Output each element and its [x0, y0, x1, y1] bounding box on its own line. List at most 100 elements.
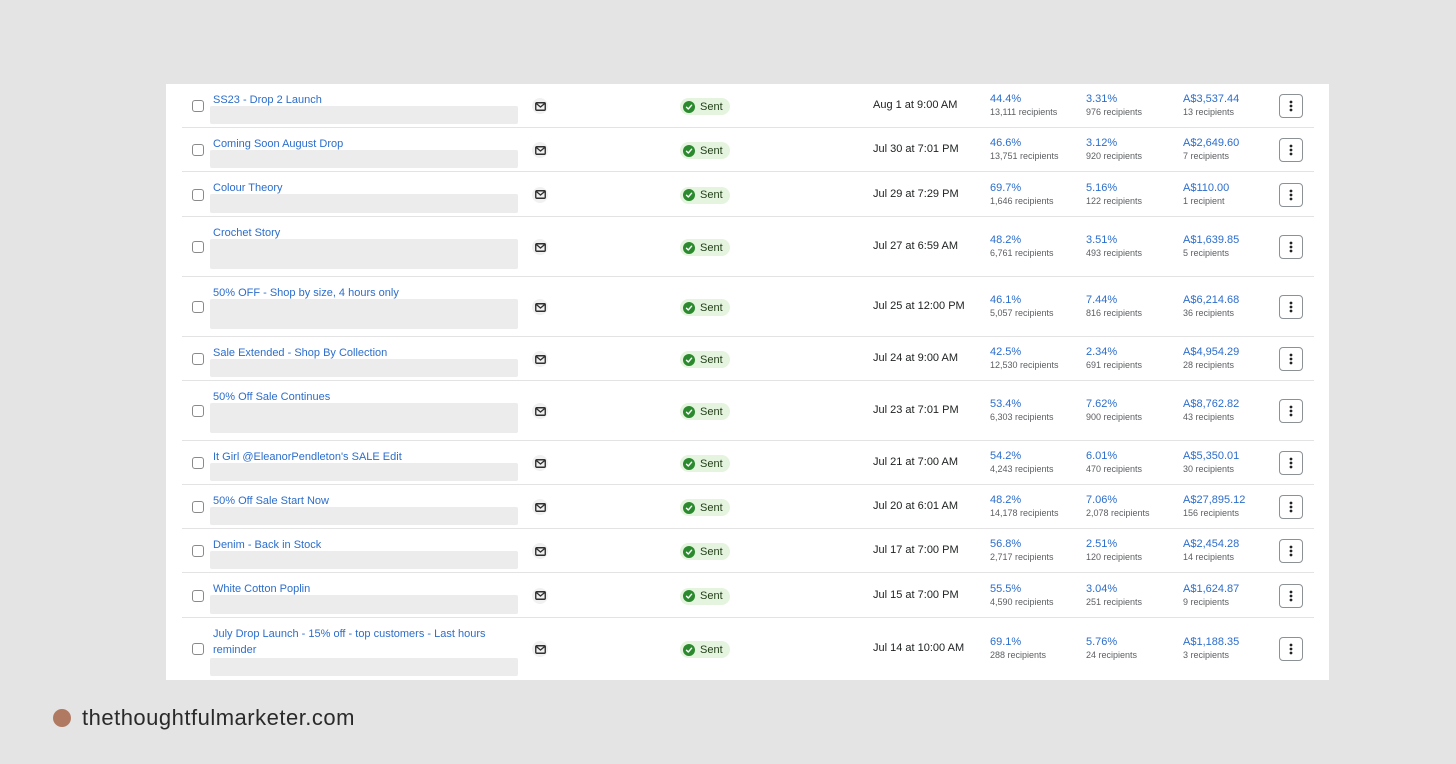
more-actions-button[interactable] [1279, 295, 1303, 319]
row-checkbox[interactable] [192, 188, 204, 201]
more-actions-button[interactable] [1279, 94, 1303, 118]
open-rate-cell: 48.2% 14,178 recipients [990, 493, 1059, 519]
open-rate-cell: 46.1% 5,057 recipients [990, 293, 1054, 319]
more-vertical-icon [1289, 405, 1293, 417]
revenue-value[interactable]: A$4,954.29 [1183, 346, 1240, 358]
revenue-value[interactable]: A$1,639.85 [1183, 234, 1240, 246]
brand-dot [53, 709, 71, 727]
more-actions-button[interactable] [1279, 347, 1303, 371]
email-icon [532, 499, 548, 515]
click-rate-value[interactable]: 3.12% [1086, 137, 1118, 149]
more-vertical-icon [1289, 501, 1293, 513]
row-checkbox[interactable] [192, 353, 204, 365]
campaign-name-link[interactable]: Crochet Story [213, 227, 281, 239]
click-rate-value[interactable]: 6.01% [1086, 450, 1118, 462]
campaign-preview-redacted [210, 239, 518, 269]
status-badge: Sent [680, 142, 730, 159]
click-rate-cell: 7.62% 900 recipients [1086, 397, 1142, 423]
open-rate-value[interactable]: 54.2% [990, 450, 1022, 462]
click-rate-value[interactable]: 2.51% [1086, 538, 1118, 550]
click-rate-value[interactable]: 5.76% [1086, 636, 1118, 648]
more-actions-button[interactable] [1279, 637, 1303, 661]
campaign-name-link[interactable]: July Drop Launch - 15% off - top custome… [213, 628, 486, 656]
revenue-cell: A$2,454.28 14 recipients [1183, 537, 1239, 563]
send-date: Jul 25 at 12:00 PM [873, 300, 965, 312]
more-vertical-icon [1289, 100, 1293, 112]
open-rate-recipients: 4,243 recipients [990, 464, 1054, 474]
campaign-name-link[interactable]: 50% Off Sale Continues [213, 391, 331, 403]
revenue-recipients: 36 recipients [1183, 308, 1235, 318]
row-checkbox[interactable] [192, 241, 204, 253]
status-label: Sent [700, 301, 723, 314]
more-vertical-icon [1289, 457, 1293, 469]
open-rate-value[interactable]: 56.8% [990, 538, 1022, 550]
open-rate-value[interactable]: 69.7% [990, 181, 1022, 194]
revenue-value[interactable]: A$1,188.35 [1183, 636, 1240, 648]
row-checkbox[interactable] [192, 405, 204, 417]
click-rate-value[interactable]: 7.06% [1086, 494, 1118, 506]
open-rate-value[interactable]: 48.2% [990, 494, 1022, 506]
more-actions-button[interactable] [1279, 451, 1303, 475]
row-checkbox[interactable] [192, 100, 204, 112]
email-icon [532, 299, 548, 315]
open-rate-value[interactable]: 48.2% [990, 234, 1022, 246]
row-checkbox[interactable] [192, 501, 204, 513]
row-checkbox[interactable] [192, 301, 204, 313]
revenue-value[interactable]: A$1,624.87 [1183, 582, 1240, 595]
click-rate-recipients: 691 recipients [1086, 360, 1143, 370]
revenue-value[interactable]: A$5,350.01 [1183, 450, 1240, 462]
open-rate-value[interactable]: 55.5% [990, 582, 1022, 595]
status-label: Sent [700, 457, 723, 470]
campaign-name-link[interactable]: 50% Off Sale Start Now [213, 495, 329, 507]
open-rate-value[interactable]: 69.1% [990, 636, 1022, 648]
row-checkbox[interactable] [192, 545, 204, 557]
campaign-name-link[interactable]: Sale Extended - Shop By Collection [213, 347, 388, 359]
row-checkbox[interactable] [192, 589, 204, 602]
more-actions-button[interactable] [1279, 138, 1303, 162]
campaign-preview-redacted [210, 194, 518, 213]
click-rate-value[interactable]: 2.34% [1086, 346, 1118, 358]
campaign-preview-redacted [210, 106, 518, 124]
click-rate-value[interactable]: 3.31% [1086, 93, 1118, 105]
revenue-value[interactable]: A$110.00 [1183, 181, 1230, 194]
more-actions-button[interactable] [1279, 399, 1303, 423]
revenue-value[interactable]: A$3,537.44 [1183, 93, 1240, 105]
open-rate-value[interactable]: 44.4% [990, 93, 1022, 105]
revenue-value[interactable]: A$27,895.12 [1183, 494, 1246, 506]
revenue-value[interactable]: A$8,762.82 [1183, 398, 1240, 410]
campaign-name-link[interactable]: SS23 - Drop 2 Launch [213, 94, 322, 106]
campaign-table: SS23 - Drop 2 Launch Sent Aug 1 at 9:00 AM… [166, 84, 1329, 680]
status-label: Sent [700, 241, 723, 254]
click-rate-cell: 5.76% 24 recipients [1086, 635, 1137, 661]
click-rate-value[interactable]: 7.62% [1086, 398, 1118, 410]
open-rate-value[interactable]: 42.5% [990, 346, 1022, 358]
revenue-value[interactable]: A$6,214.68 [1183, 294, 1240, 306]
row-checkbox[interactable] [192, 457, 204, 469]
campaign-name-link[interactable]: Colour Theory [213, 182, 283, 194]
click-rate-value[interactable]: 3.04% [1086, 582, 1118, 595]
more-actions-button[interactable] [1279, 583, 1303, 608]
open-rate-value[interactable]: 46.1% [990, 294, 1022, 306]
table-row: Colour Theory Sent Jul 29 at 7:29 PM 69.7% 1… [182, 172, 1314, 217]
row-checkbox[interactable] [192, 643, 204, 655]
campaign-name-link[interactable]: It Girl @EleanorPendleton's SALE Edit [213, 451, 402, 463]
send-date: Jul 24 at 9:00 AM [873, 352, 958, 364]
more-actions-button[interactable] [1279, 539, 1303, 563]
click-rate-value[interactable]: 7.44% [1086, 294, 1118, 306]
campaign-name-link[interactable]: Coming Soon August Drop [213, 138, 344, 150]
click-rate-value[interactable]: 3.51% [1086, 234, 1118, 246]
revenue-value[interactable]: A$2,454.28 [1183, 538, 1240, 550]
open-rate-cell: 69.1% 288 recipients [990, 635, 1046, 661]
campaign-name-link[interactable]: 50% OFF - Shop by size, 4 hours only [213, 287, 399, 299]
open-rate-value[interactable]: 46.6% [990, 137, 1022, 149]
campaign-name-link[interactable]: White Cotton Poplin [213, 583, 311, 595]
more-actions-button[interactable] [1279, 495, 1303, 519]
more-actions-button[interactable] [1279, 235, 1303, 259]
campaign-name-link[interactable]: Denim - Back in Stock [213, 539, 322, 551]
row-checkbox[interactable] [192, 144, 204, 156]
click-rate-value[interactable]: 5.16% [1086, 181, 1118, 194]
revenue-value[interactable]: A$2,649.60 [1183, 137, 1240, 149]
open-rate-value[interactable]: 53.4% [990, 398, 1022, 410]
revenue-recipients: 28 recipients [1183, 360, 1235, 370]
more-actions-button[interactable] [1279, 182, 1303, 207]
